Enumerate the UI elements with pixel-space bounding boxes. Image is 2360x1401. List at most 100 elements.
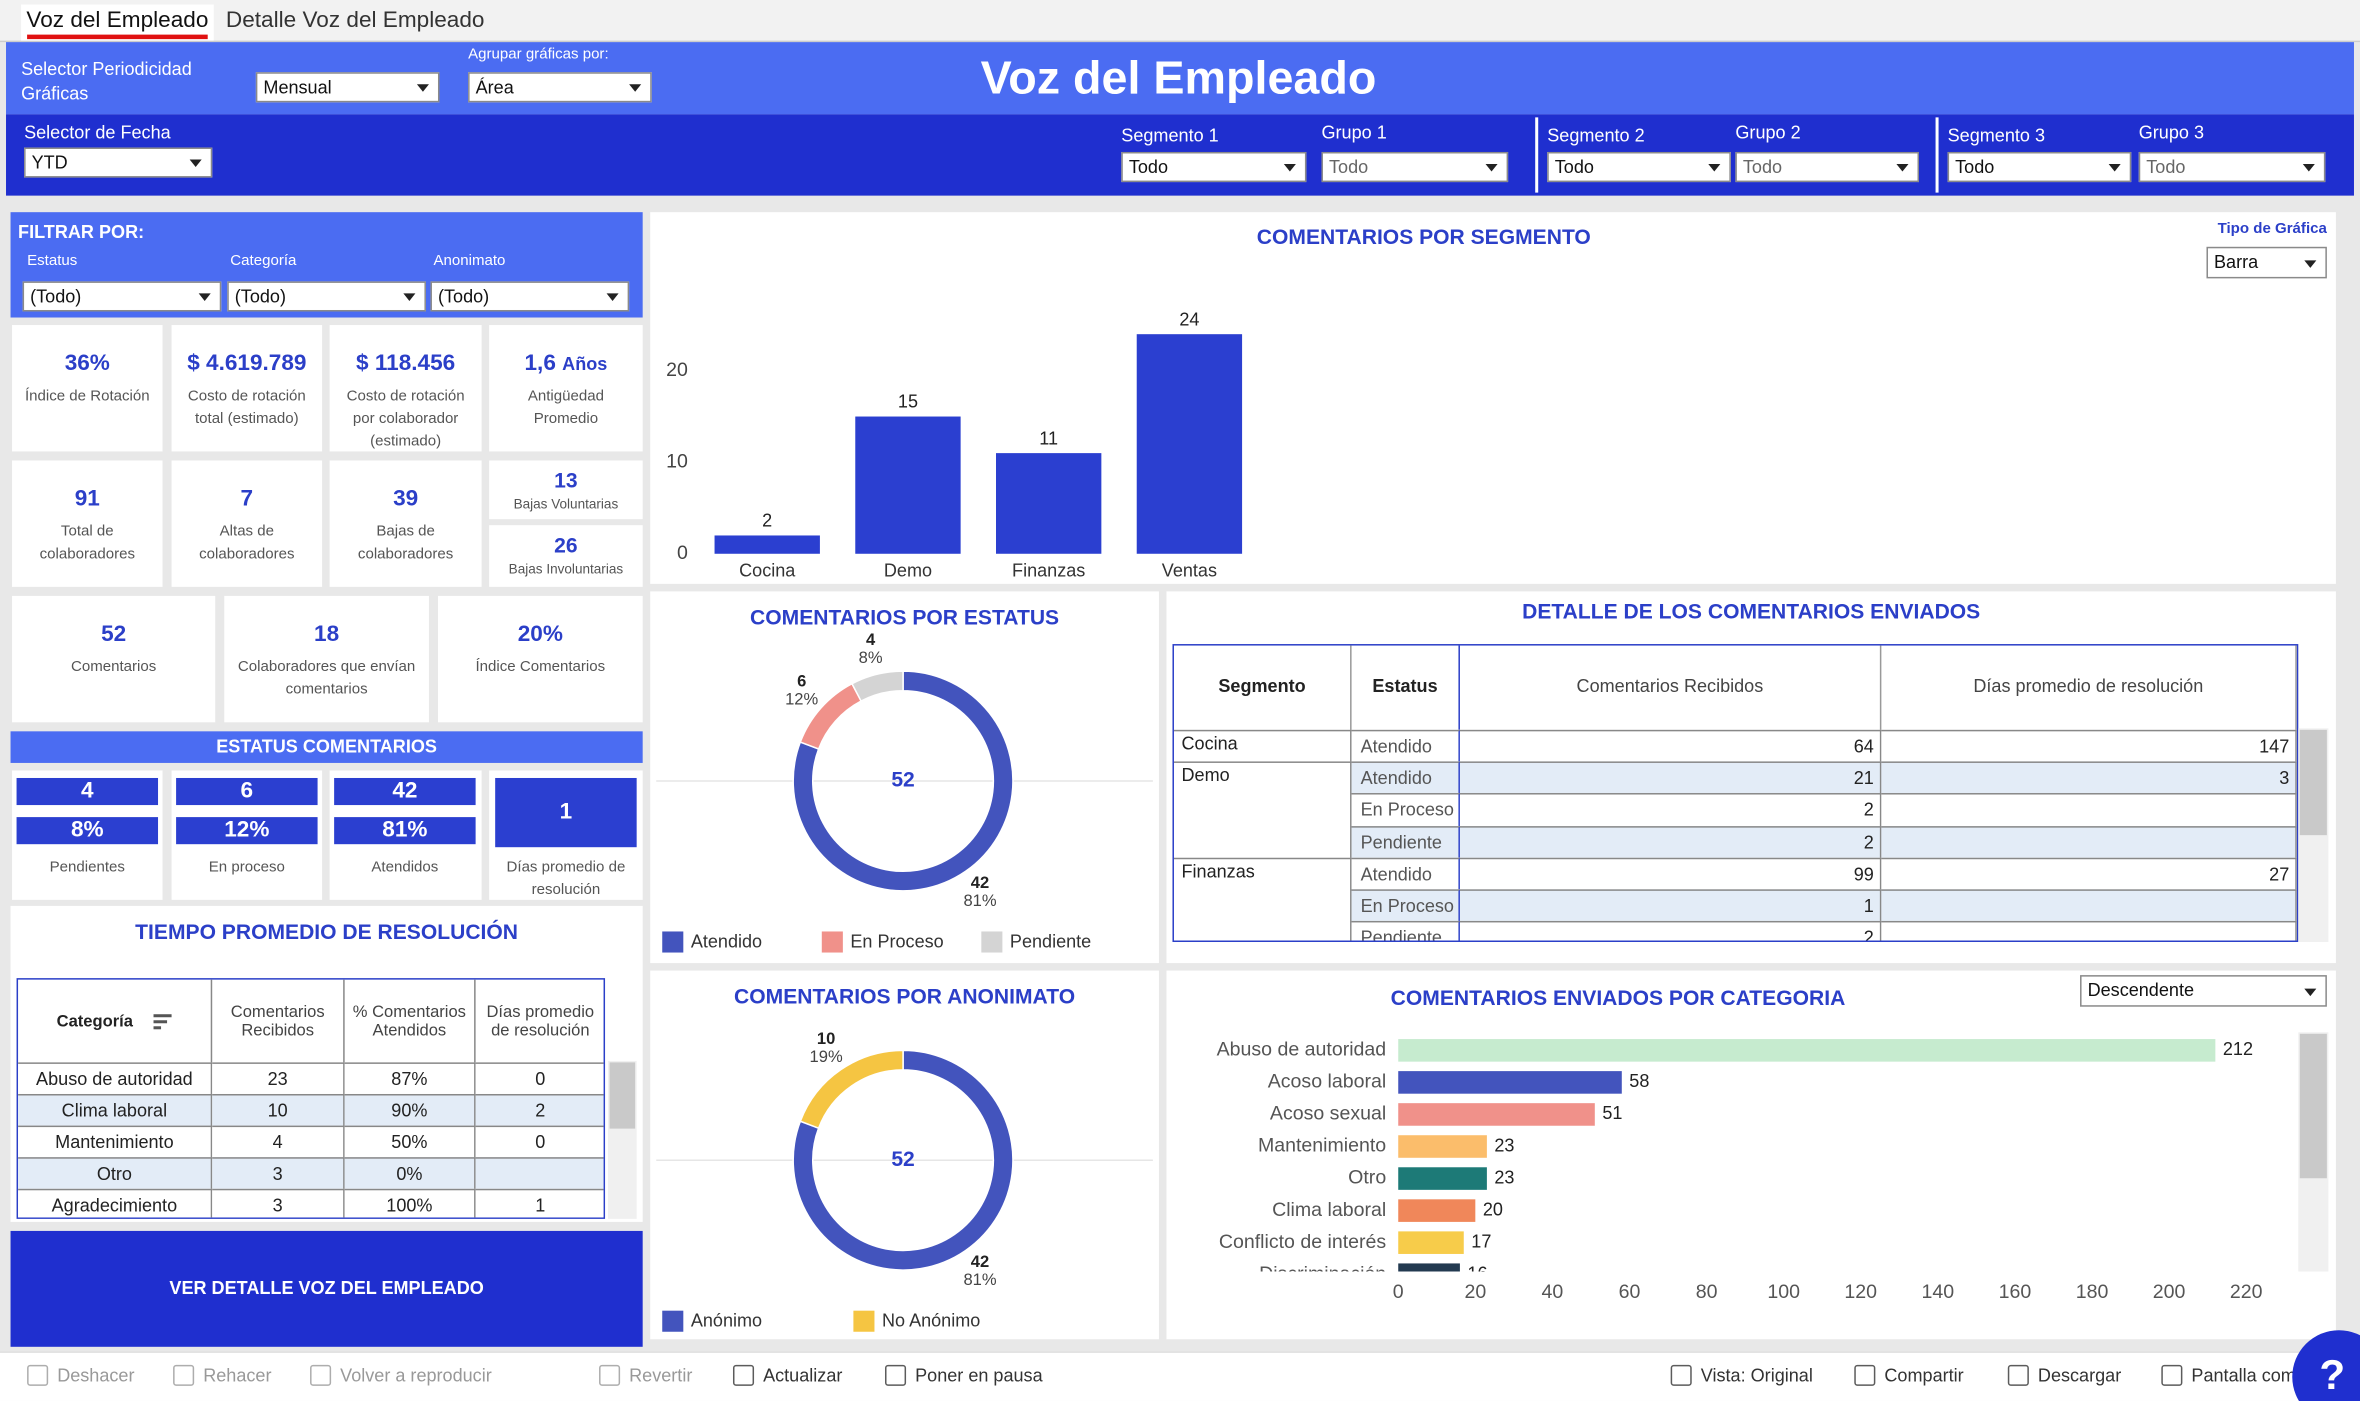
toolbar-button[interactable]: Rehacer [203, 1364, 272, 1386]
kpi-label: Índice de Rotación [24, 388, 150, 405]
table-cell: 1 [475, 1188, 604, 1218]
dropdown[interactable]: Todo [1735, 151, 1920, 183]
table-cell [1881, 825, 2297, 858]
cell-text: Finanzas [1181, 860, 1255, 882]
toolbar-button[interactable]: Deshacer [57, 1364, 135, 1386]
cell-text: Mantenimiento [55, 1131, 174, 1153]
toolbar-icon [1670, 1364, 1692, 1386]
cell-text: 3 [2279, 767, 2290, 789]
table-cell: 2 [1459, 825, 1882, 858]
dropdown[interactable]: Barra [2206, 246, 2327, 279]
kpi-card [171, 460, 323, 587]
panel [650, 591, 1159, 964]
dropdown[interactable]: YTD [24, 147, 213, 178]
dropdown[interactable]: (Todo) [227, 281, 426, 312]
kpi-value: $ 118.456 [330, 351, 482, 381]
status-label: En proceso [208, 859, 285, 876]
toolbar-button[interactable]: Actualizar [763, 1364, 843, 1386]
toolbar-button[interactable]: Vista: Original [1700, 1364, 1813, 1386]
control-label: Selector Periodicidad Gráficas [21, 58, 192, 104]
table-cell: 64 [1459, 729, 1882, 762]
table-cell: Agradecimiento [18, 1188, 213, 1218]
scrollbar-thumb [2299, 729, 2327, 836]
dropdown[interactable]: (Todo) [22, 281, 222, 312]
kpi-number: 13 [554, 467, 578, 493]
dropdown-value: Descendente [2087, 979, 2195, 1001]
table-cell: 1 [1459, 889, 1882, 922]
kpi-number: 36% [64, 350, 110, 377]
cell-text: 27 [2269, 863, 2290, 885]
toolbar-button[interactable]: Poner en pausa [915, 1364, 1043, 1386]
dropdown[interactable]: Todo [1121, 151, 1307, 183]
kpi-value: 1,6 Años [489, 351, 643, 381]
chart-title: DETALLE DE LOS COMENTARIOS ENVIADOS [1522, 598, 1981, 623]
kpi-label: Bajas Voluntarias [513, 496, 619, 512]
table-cell: 4 [212, 1125, 345, 1158]
control-label: Grupo 1 [1321, 121, 1387, 143]
table-cell: 27 [1881, 857, 2297, 890]
toolbar-icon [884, 1364, 907, 1386]
cell-text: 4 [272, 1131, 283, 1153]
table-cell: 23 [212, 1062, 345, 1094]
toolbar-icon [599, 1364, 621, 1386]
control-label: Segmento 2 [1547, 124, 1645, 146]
dropdown[interactable]: Todo [1547, 151, 1731, 183]
kpi-label: Costo de rotación total (estimado) [187, 388, 306, 428]
dropdown[interactable]: (Todo) [430, 281, 630, 312]
kpi-number: 26 [554, 532, 578, 557]
tab[interactable]: Detalle Voz del Empleado [225, 7, 485, 34]
kpi-card [12, 460, 163, 587]
header-text: Categoría [56, 1011, 134, 1031]
control-label: Agrupar gráficas por: [468, 46, 609, 64]
help-button[interactable]: ? [2292, 1330, 2360, 1401]
table-cell [1173, 761, 1352, 858]
table-cell: 2 [1459, 921, 1882, 941]
cell-text: 99 [1853, 863, 1874, 885]
cell-text: Cocina [1181, 732, 1238, 754]
dropdown[interactable]: Todo [1321, 151, 1509, 183]
dropdown-arrow [2304, 259, 2317, 268]
toolbar-button[interactable]: Volver a reproducir [340, 1364, 492, 1386]
table-header: Comentarios Recibidos [1460, 645, 1882, 730]
dropdown[interactable]: Todo [2138, 151, 2326, 183]
kpi-unit: Años [562, 353, 608, 375]
table-cell: 3 [212, 1157, 345, 1189]
header-text: Comentarios Recibidos [230, 1002, 325, 1040]
toolbar-button[interactable]: Revertir [629, 1364, 693, 1386]
control-label: Segmento 1 [1121, 124, 1219, 146]
cell-text: 3 [272, 1163, 283, 1185]
table-cell: Mantenimiento [18, 1125, 213, 1158]
cell-text: 3 [272, 1194, 283, 1216]
cell-text: 2 [535, 1100, 546, 1122]
dropdown[interactable]: Mensual [255, 72, 440, 103]
kpi-value: 39 [330, 486, 482, 516]
toolbar-icon [27, 1364, 49, 1386]
sort-icon-line [154, 1020, 168, 1024]
kpi-value: 36% [12, 351, 163, 381]
kpi-value: 18 [224, 621, 429, 651]
dropdown[interactable]: Todo [1947, 151, 2132, 183]
toolbar-button[interactable]: Compartir [1884, 1364, 1964, 1386]
dropdown-arrow [629, 84, 642, 92]
kpi-card [437, 595, 643, 723]
control-label: Estatus [27, 252, 78, 270]
dropdown[interactable]: Área [468, 72, 652, 103]
dropdown-arrow [1283, 164, 1296, 172]
dropdown-arrow [403, 293, 416, 301]
cell-text: 21 [1853, 767, 1874, 789]
control-label: Anonimato [433, 252, 506, 270]
table-cell: Atendido [1351, 729, 1460, 762]
kpi-label: Antigüedad Promedio [527, 388, 604, 428]
table-header: Días promedio de resolución [476, 980, 604, 1063]
table-cell: 2 [1459, 793, 1882, 826]
toolbar-button[interactable]: Descargar [2037, 1364, 2122, 1386]
dropdown-value: Todo [1742, 156, 1783, 178]
dropdown-value: (Todo) [30, 285, 82, 307]
kpi-card [489, 325, 643, 452]
button[interactable]: VER DETALLE VOZ DEL EMPLEADO [10, 1230, 643, 1347]
cell-text: Abuso de autoridad [36, 1068, 193, 1090]
panel [1166, 970, 2336, 1340]
dropdown-value: Mensual [263, 76, 332, 98]
dropdown[interactable]: Descendente [2080, 975, 2327, 1007]
